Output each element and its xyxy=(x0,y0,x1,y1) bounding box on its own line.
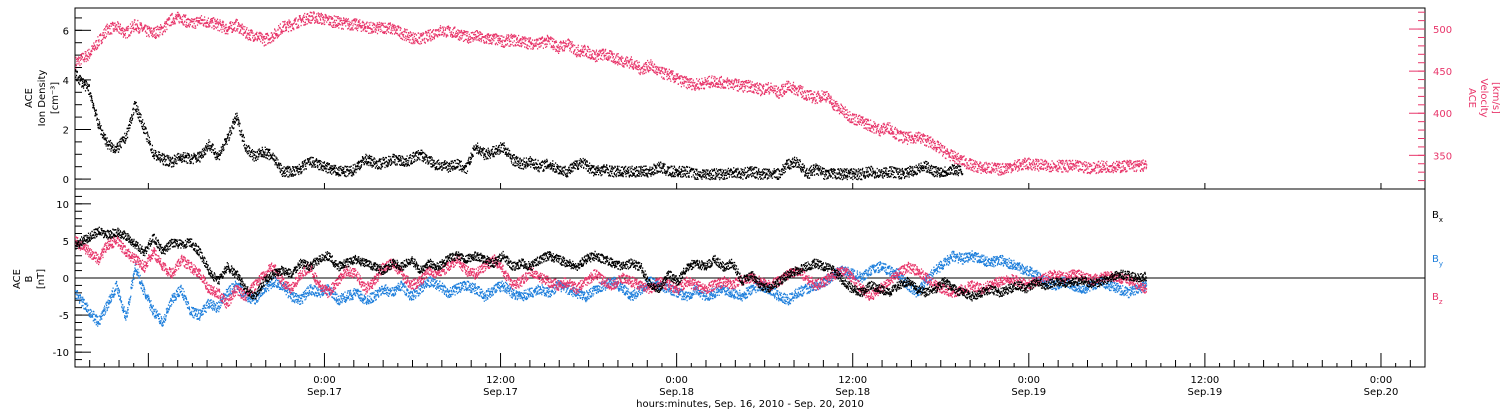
density-points xyxy=(75,69,964,181)
field-label-line1: ACE xyxy=(12,269,23,289)
legend-bx: Bx xyxy=(1432,210,1443,224)
x-tick-date-label: Sep.19 xyxy=(1011,387,1046,398)
x-axis-title: hours:minutes, Sep. 16, 2010 - Sep. 20, … xyxy=(636,399,864,410)
field-legend: Bx By Bz xyxy=(1432,210,1443,306)
x-tick-date-label: Sep.18 xyxy=(659,387,694,398)
legend-by-label: B xyxy=(1432,254,1439,265)
density-label-line1: ACE xyxy=(24,88,35,108)
density-tick-label: 4 xyxy=(63,76,69,87)
x-tick-time-label: 0:00 xyxy=(1370,375,1392,386)
legend-bx-label: B xyxy=(1432,210,1439,221)
field-label-line3: [nT] xyxy=(36,269,47,289)
velocity-points xyxy=(75,11,1148,176)
velocity-label-line3: [km/s] xyxy=(1490,82,1500,114)
field-tick-label: -5 xyxy=(59,311,69,322)
x-tick-time-label: 12:00 xyxy=(486,375,515,386)
field-tick-label: 5 xyxy=(63,237,69,248)
density-tick-label: 2 xyxy=(63,125,69,136)
density-tick-label: 0 xyxy=(63,175,69,186)
x-tick-time-label: 0:00 xyxy=(1018,375,1040,386)
x-tick-date-label: Sep.20 xyxy=(1364,387,1399,398)
velocity-axis-label: ACE Velocity [km/s] xyxy=(1466,78,1500,117)
density-label-line3: [cm⁻³] xyxy=(50,82,61,114)
velocity-label-line1: ACE xyxy=(1466,88,1477,108)
density-tick-label: 6 xyxy=(63,26,69,37)
field-tick-label: -10 xyxy=(53,348,69,359)
velocity-tick-label: 350 xyxy=(1433,151,1452,162)
field-tick-label: 0 xyxy=(63,274,69,285)
chart-marks: 0246350400450500-10-505100:00Sep.1712:00… xyxy=(53,11,1452,398)
x-tick-date-label: Sep.17 xyxy=(483,387,518,398)
x-tick-time-label: 0:00 xyxy=(665,375,687,386)
velocity-tick-label: 400 xyxy=(1433,109,1452,120)
legend-by: By xyxy=(1432,254,1443,268)
x-tick-date-label: Sep.18 xyxy=(835,387,870,398)
density-axis-label: ACE Ion Density [cm⁻³] xyxy=(24,70,61,127)
bx-points xyxy=(75,226,1148,302)
x-tick-date-label: Sep.17 xyxy=(307,387,342,398)
legend-bz: Bz xyxy=(1432,292,1443,306)
legend-bz-label: B xyxy=(1432,292,1439,303)
legend-bx-sub: x xyxy=(1439,216,1443,224)
x-tick-date-label: Sep.19 xyxy=(1188,387,1223,398)
field-axis-label: ACE B [nT] xyxy=(12,269,47,289)
density-label-line2: Ion Density xyxy=(37,70,48,127)
field-tick-label: 10 xyxy=(56,200,69,211)
x-tick-time-label: 12:00 xyxy=(838,375,867,386)
velocity-label-line2: Velocity xyxy=(1478,78,1489,117)
legend-by-sub: y xyxy=(1439,260,1443,268)
x-tick-time-label: 0:00 xyxy=(313,375,335,386)
velocity-tick-label: 450 xyxy=(1433,67,1452,78)
legend-bz-sub: z xyxy=(1439,298,1443,306)
field-label-line2: B xyxy=(24,275,35,282)
x-tick-time-label: 12:00 xyxy=(1190,375,1219,386)
velocity-tick-label: 500 xyxy=(1433,25,1452,36)
